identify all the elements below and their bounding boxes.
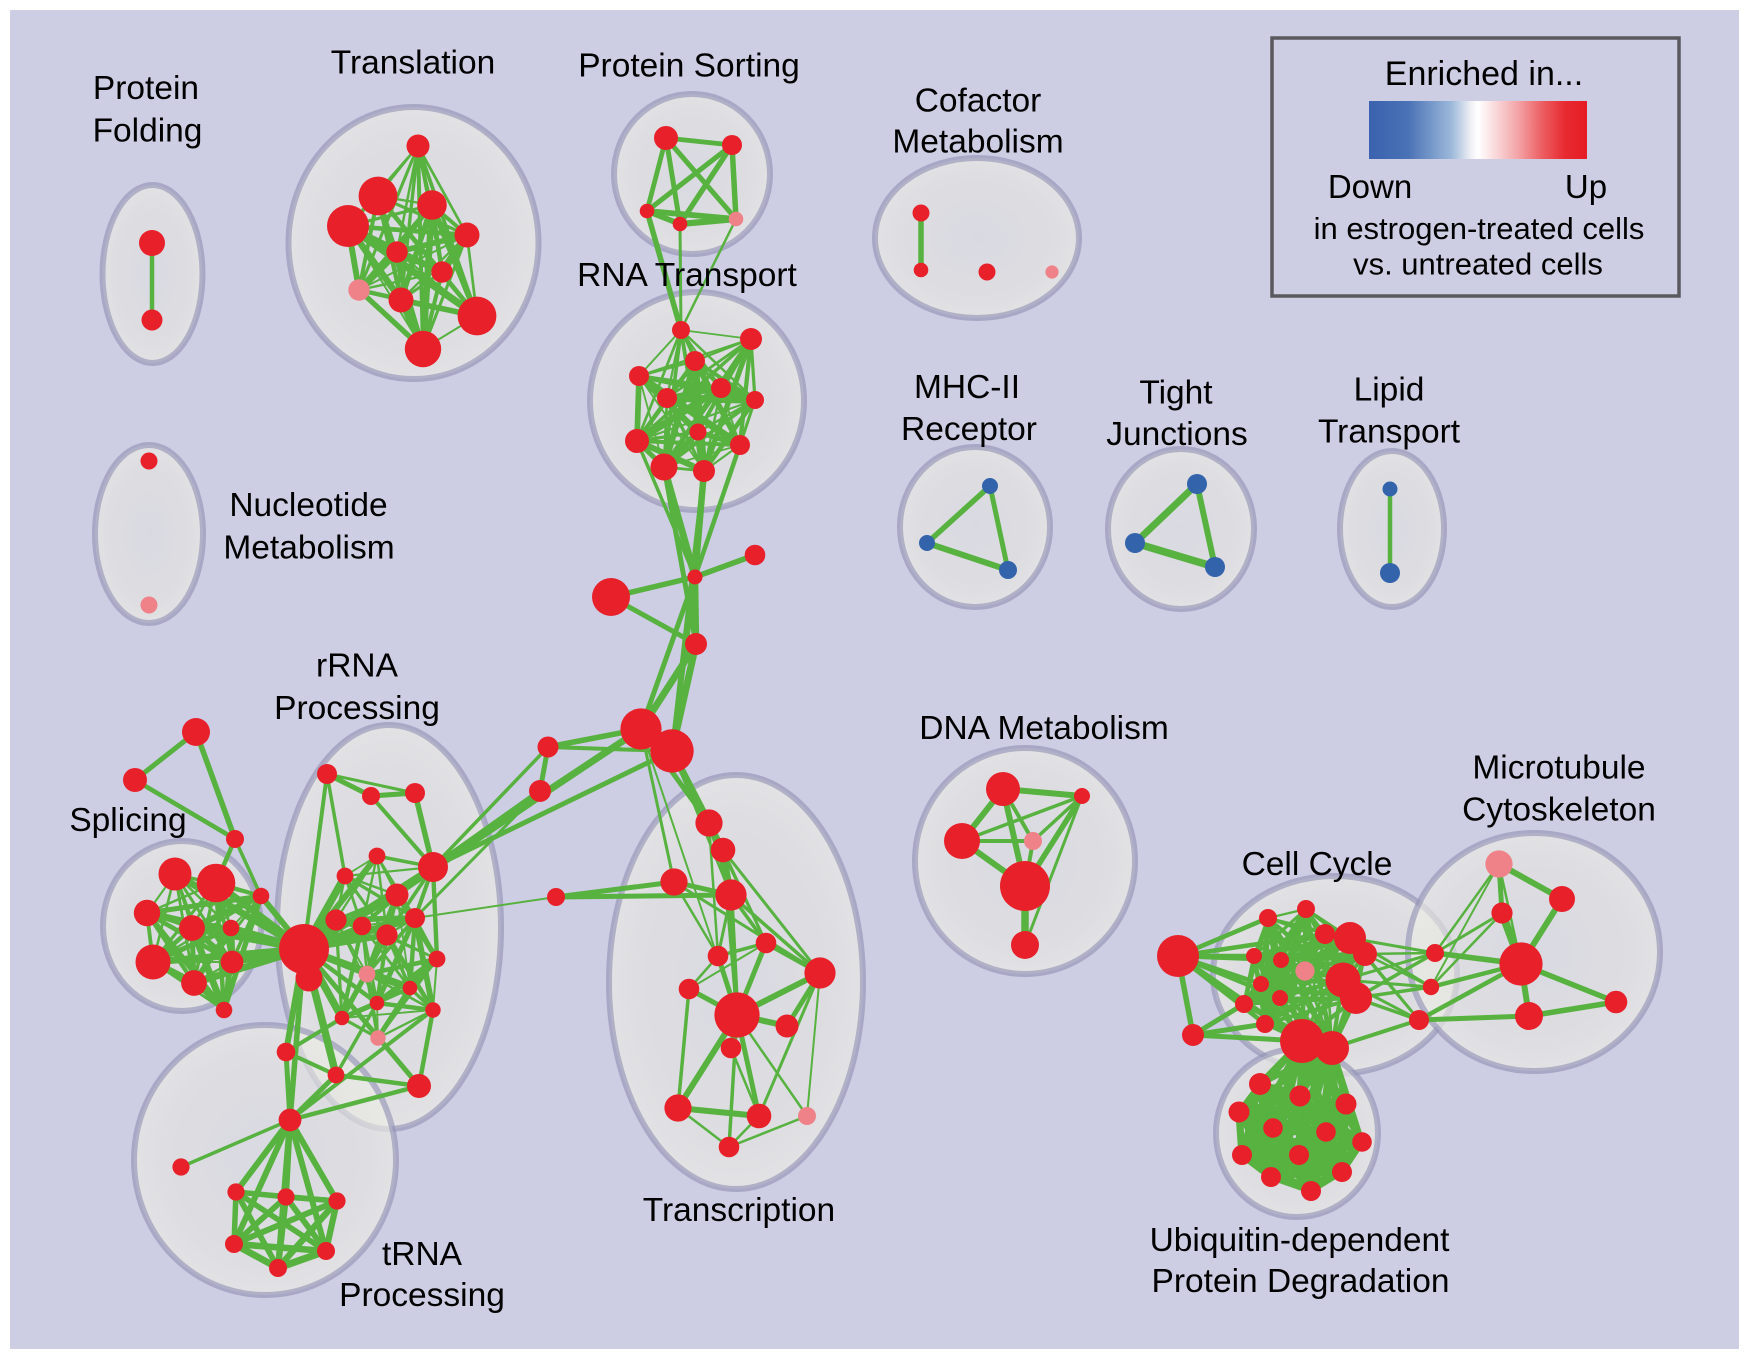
svg-text:tRNA: tRNA [382, 1236, 463, 1273]
svg-text:Nucleotide: Nucleotide [229, 487, 387, 524]
svg-text:Enriched in...: Enriched in... [1385, 55, 1583, 93]
svg-text:Tight: Tight [1139, 375, 1213, 412]
svg-text:Ubiquitin-dependent: Ubiquitin-dependent [1150, 1222, 1451, 1259]
svg-text:Lipid: Lipid [1354, 372, 1425, 409]
svg-text:Translation: Translation [331, 45, 495, 82]
svg-text:Cell Cycle: Cell Cycle [1242, 846, 1393, 883]
svg-text:Transport: Transport [1318, 414, 1461, 451]
svg-text:Up: Up [1565, 168, 1607, 205]
svg-text:Microtubule: Microtubule [1472, 750, 1645, 787]
svg-text:Transcription: Transcription [643, 1192, 835, 1229]
svg-text:vs. untreated cells: vs. untreated cells [1353, 247, 1603, 282]
svg-text:Down: Down [1328, 168, 1412, 205]
svg-text:Protein: Protein [93, 70, 199, 107]
svg-text:MHC-II: MHC-II [914, 369, 1020, 406]
svg-text:Splicing: Splicing [69, 802, 186, 839]
svg-text:RNA Transport: RNA Transport [577, 257, 797, 294]
svg-text:Protein Sorting: Protein Sorting [578, 48, 800, 85]
svg-text:Cytoskeleton: Cytoskeleton [1462, 792, 1656, 829]
svg-text:Processing: Processing [274, 690, 440, 727]
svg-text:rRNA: rRNA [316, 648, 399, 685]
svg-text:Metabolism: Metabolism [223, 530, 394, 567]
svg-text:Folding: Folding [93, 113, 203, 150]
svg-text:in estrogen-treated cells: in estrogen-treated cells [1314, 211, 1645, 246]
svg-text:DNA Metabolism: DNA Metabolism [919, 710, 1168, 747]
svg-text:Protein Degradation: Protein Degradation [1152, 1263, 1450, 1300]
svg-text:Junctions: Junctions [1106, 416, 1248, 453]
svg-text:Processing: Processing [339, 1277, 505, 1314]
svg-text:Cofactor: Cofactor [915, 83, 1042, 120]
svg-text:Receptor: Receptor [901, 411, 1037, 448]
svg-text:Metabolism: Metabolism [892, 124, 1063, 161]
